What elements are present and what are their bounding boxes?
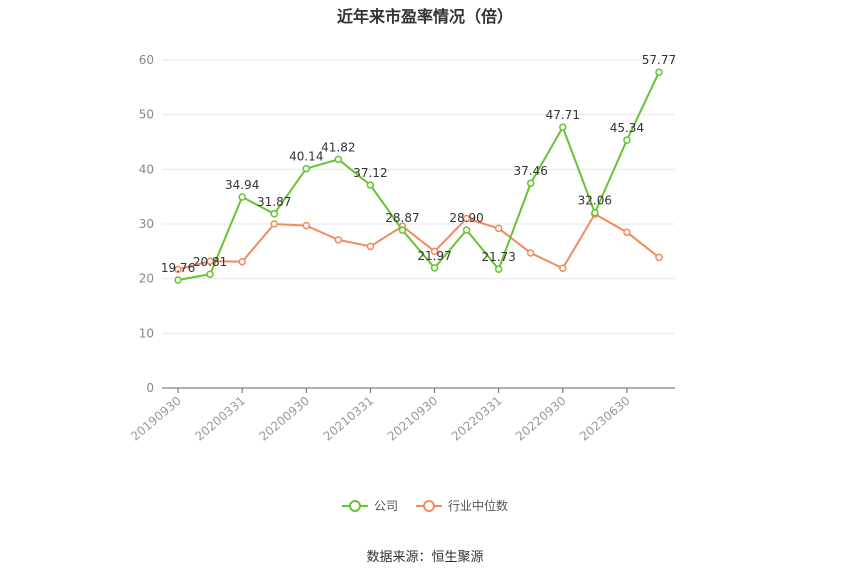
- y-tick-label: 20: [139, 272, 154, 286]
- company-series-point: [366, 181, 375, 189]
- data-label: 21.73: [481, 250, 515, 264]
- legend-item-industry[interactable]: 行业中位数: [416, 497, 508, 514]
- company-series-point: [462, 226, 471, 234]
- industry-series-point: [238, 257, 246, 266]
- data-label: 41.82: [321, 140, 355, 154]
- x-tick-label: 20220331: [449, 394, 505, 444]
- data-label: 37.12: [353, 166, 387, 180]
- y-tick-label: 0: [146, 381, 154, 395]
- data-label: 32.06: [578, 194, 612, 208]
- x-tick-label: 20230630: [577, 394, 633, 444]
- industry-series-point: [174, 265, 182, 274]
- industry-series-point: [494, 224, 503, 233]
- industry-series-point: [302, 221, 311, 230]
- data-label: 20.81: [193, 255, 227, 269]
- industry-series-point: [366, 242, 375, 251]
- company-series-point: [526, 179, 535, 187]
- data-label: 28.87: [385, 211, 419, 225]
- company-series-point: [206, 270, 214, 278]
- x-tick-label: 20210331: [321, 394, 377, 444]
- industry-series-point: [526, 249, 535, 257]
- industry-series-point: [334, 236, 343, 244]
- x-tick-label: 20200331: [192, 394, 248, 444]
- x-tick-label: 20200930: [256, 394, 312, 444]
- company-series-point: [655, 68, 663, 76]
- industry-series-point: [430, 247, 439, 256]
- y-tick-label: 50: [139, 108, 154, 122]
- y-tick-label: 40: [139, 162, 154, 176]
- y-tick-label: 10: [139, 326, 154, 340]
- company-series-point: [238, 193, 246, 201]
- data-label: 57.77: [642, 53, 676, 67]
- x-tick-label: 20190930: [128, 394, 184, 444]
- industry-series-point: [623, 228, 631, 236]
- company-series-point: [398, 226, 407, 234]
- data-label: 28.90: [449, 211, 483, 225]
- industry-series-point: [206, 257, 214, 265]
- industry-series-line: [177, 212, 660, 271]
- data-label: 40.14: [289, 150, 323, 164]
- legend-industry-label: 行业中位数: [448, 499, 509, 513]
- industry-series-point: [270, 220, 278, 228]
- chart-title: 近年来市盈率情况（倍）: [336, 7, 513, 26]
- legend-industry-marker-icon: [416, 499, 442, 512]
- legend-company-label: 公司: [373, 499, 398, 513]
- company-series-point: [591, 208, 599, 217]
- industry-series-point: [655, 253, 663, 262]
- legend-item-company[interactable]: 公司: [341, 497, 398, 514]
- industry-series-point: [559, 264, 567, 273]
- company-series-point: [430, 264, 439, 272]
- company-series-point: [174, 276, 182, 284]
- data-label: 21.97: [417, 249, 451, 263]
- company-series-point: [270, 210, 278, 218]
- x-tick-label: 20210930: [385, 394, 441, 444]
- legend: 公司 行业中位数: [0, 497, 850, 514]
- y-tick-label: 60: [139, 53, 154, 67]
- company-series-point: [334, 155, 343, 164]
- data-label: 31.87: [257, 195, 291, 209]
- legend-company-marker-icon: [341, 499, 368, 512]
- company-series-point: [623, 136, 631, 144]
- company-series-line: [177, 71, 660, 281]
- data-label: 45.34: [610, 121, 644, 135]
- industry-series-point: [462, 214, 471, 223]
- company-series-point: [559, 123, 567, 131]
- data-label: 19.76: [161, 261, 195, 275]
- data-source: 数据来源：恒生聚源: [366, 550, 484, 565]
- data-label: 47.71: [546, 108, 580, 122]
- company-series-point: [302, 164, 311, 173]
- y-tick-label: 30: [139, 217, 154, 231]
- company-series-point: [494, 265, 503, 273]
- x-tick-label: 20220930: [513, 394, 569, 444]
- data-label: 37.46: [514, 164, 548, 178]
- data-label: 34.94: [225, 178, 259, 192]
